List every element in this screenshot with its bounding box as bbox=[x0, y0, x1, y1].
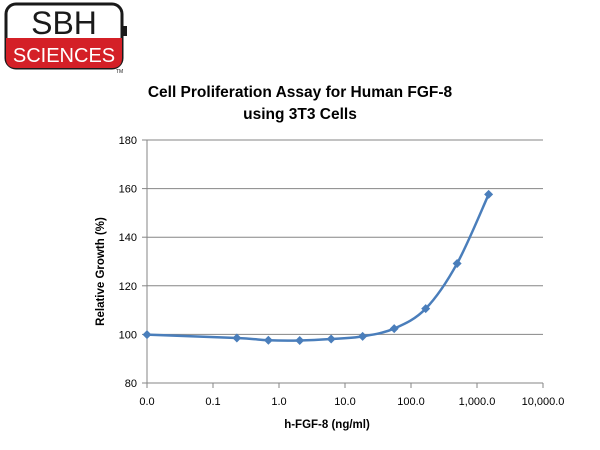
x-tick-label: 1,000.0 bbox=[459, 396, 496, 408]
data-point bbox=[421, 304, 431, 314]
logo-bottom-text: SCIENCES bbox=[13, 45, 115, 67]
sbh-sciences-logo: SBH SCIENCES TM bbox=[4, 2, 127, 74]
data-point bbox=[358, 331, 368, 341]
x-tick-label: 100.0 bbox=[397, 396, 425, 408]
y-tick-label: 160 bbox=[119, 184, 137, 196]
x-tick-label: 1.0 bbox=[271, 396, 286, 408]
logo-top-text: SBH bbox=[31, 5, 97, 41]
data-point bbox=[484, 189, 494, 199]
chart-title: Cell Proliferation Assay for Human FGF-8… bbox=[147, 84, 453, 123]
data-point bbox=[142, 330, 152, 340]
y-tick-label: 120 bbox=[119, 281, 137, 293]
data-point bbox=[389, 324, 399, 334]
y-tick-label: 140 bbox=[119, 232, 137, 244]
y-axis-label: Relative Growth (%) bbox=[95, 217, 107, 326]
axes bbox=[142, 139, 544, 388]
logo-trademark: TM bbox=[116, 69, 123, 74]
x-tick-label: 0.1 bbox=[205, 396, 220, 408]
y-tick-label: 100 bbox=[119, 329, 137, 341]
y-tick-label: 80 bbox=[125, 378, 137, 390]
data-series bbox=[142, 189, 494, 345]
data-point bbox=[326, 334, 336, 344]
series-line bbox=[146, 193, 490, 342]
x-axis-label: h-FGF-8 (ng/ml) bbox=[284, 419, 370, 431]
x-tick-labels: 0.0 0.1 1.0 10.0 100.0 1,000.0 10,000.0 bbox=[139, 396, 564, 408]
data-point bbox=[232, 333, 242, 343]
x-tick-label: 0.0 bbox=[139, 396, 154, 408]
gridlines bbox=[147, 139, 543, 335]
data-point bbox=[263, 335, 273, 345]
x-tick-label: 10.0 bbox=[334, 396, 355, 408]
data-point bbox=[295, 335, 305, 345]
x-tick-label: 10,000.0 bbox=[522, 396, 565, 408]
y-tick-label: 180 bbox=[119, 135, 137, 147]
y-tick-labels: 80 100 120 140 160 180 bbox=[119, 135, 137, 390]
data-point bbox=[452, 258, 462, 268]
